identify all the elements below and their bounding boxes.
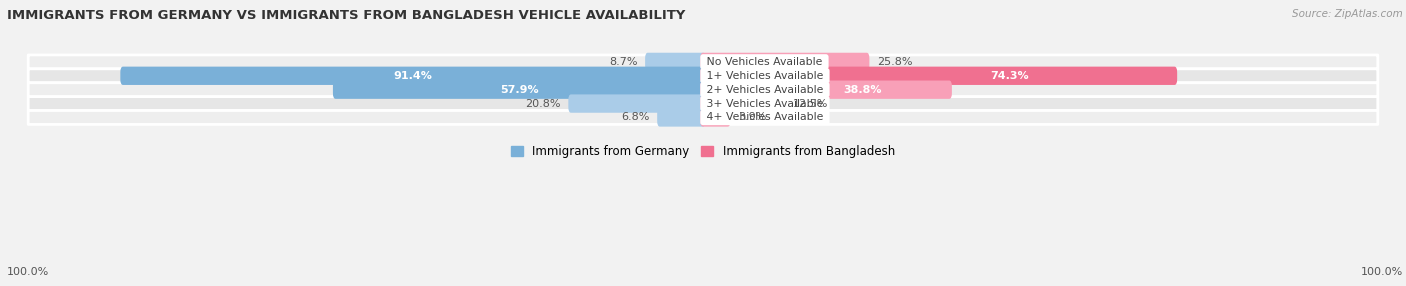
Text: 6.8%: 6.8% <box>621 112 650 122</box>
Text: 57.9%: 57.9% <box>501 85 538 95</box>
FancyBboxPatch shape <box>121 67 706 85</box>
Text: 12.5%: 12.5% <box>793 99 828 109</box>
Text: 91.4%: 91.4% <box>394 71 433 81</box>
Text: 2+ Vehicles Available: 2+ Vehicles Available <box>703 85 827 95</box>
Text: IMMIGRANTS FROM GERMANY VS IMMIGRANTS FROM BANGLADESH VEHICLE AVAILABILITY: IMMIGRANTS FROM GERMANY VS IMMIGRANTS FR… <box>7 9 685 21</box>
FancyBboxPatch shape <box>28 83 1378 97</box>
Text: 25.8%: 25.8% <box>877 57 912 67</box>
Text: 1+ Vehicles Available: 1+ Vehicles Available <box>703 71 827 81</box>
FancyBboxPatch shape <box>333 81 706 99</box>
FancyBboxPatch shape <box>700 108 731 127</box>
FancyBboxPatch shape <box>28 110 1378 124</box>
FancyBboxPatch shape <box>700 67 1177 85</box>
Text: 8.7%: 8.7% <box>609 57 638 67</box>
Text: 74.3%: 74.3% <box>990 71 1029 81</box>
FancyBboxPatch shape <box>28 55 1378 69</box>
FancyBboxPatch shape <box>28 69 1378 83</box>
FancyBboxPatch shape <box>657 108 706 127</box>
FancyBboxPatch shape <box>645 53 706 71</box>
Text: 38.8%: 38.8% <box>844 85 883 95</box>
Text: 100.0%: 100.0% <box>7 267 49 277</box>
Text: 3+ Vehicles Available: 3+ Vehicles Available <box>703 99 827 109</box>
Text: Source: ZipAtlas.com: Source: ZipAtlas.com <box>1292 9 1403 19</box>
FancyBboxPatch shape <box>568 94 706 113</box>
Text: No Vehicles Available: No Vehicles Available <box>703 57 825 67</box>
Text: 100.0%: 100.0% <box>1361 267 1403 277</box>
FancyBboxPatch shape <box>700 94 785 113</box>
Legend: Immigrants from Germany, Immigrants from Bangladesh: Immigrants from Germany, Immigrants from… <box>506 140 900 162</box>
Text: 4+ Vehicles Available: 4+ Vehicles Available <box>703 112 827 122</box>
FancyBboxPatch shape <box>700 81 952 99</box>
FancyBboxPatch shape <box>28 97 1378 110</box>
Text: 20.8%: 20.8% <box>526 99 561 109</box>
Text: 3.9%: 3.9% <box>738 112 766 122</box>
FancyBboxPatch shape <box>700 53 869 71</box>
